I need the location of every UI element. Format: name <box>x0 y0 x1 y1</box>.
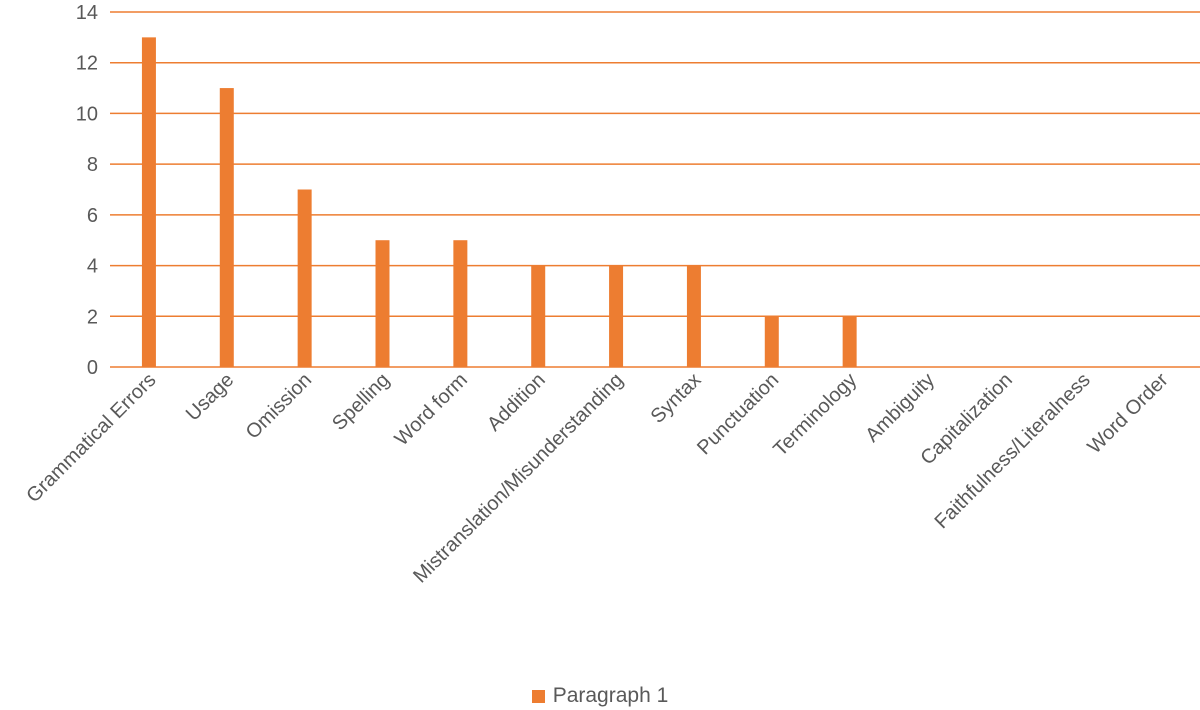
legend-label: Paragraph 1 <box>552 684 669 707</box>
y-tick-label: 6 <box>87 205 98 227</box>
y-tick-label: 12 <box>76 53 98 75</box>
bar <box>453 240 468 367</box>
x-tick-label: Grammatical Errors <box>22 369 160 507</box>
x-tick-label: Ambiguity <box>861 369 939 447</box>
x-tick-label: Omission <box>242 369 317 444</box>
x-tick-label: Spelling <box>328 369 394 435</box>
y-tick-label: 4 <box>87 256 98 278</box>
x-tick-label: Syntax <box>647 369 706 428</box>
x-tick-label: Usage <box>182 369 238 425</box>
x-tick-label: Word form <box>391 369 472 450</box>
bar <box>609 265 624 367</box>
y-tick-label: 8 <box>87 154 98 176</box>
y-tick-label: 14 <box>76 2 98 24</box>
y-tick-label: 2 <box>87 306 98 328</box>
x-tick-label: Addition <box>483 369 550 436</box>
bar <box>297 189 312 367</box>
x-tick-label: Faithfulness/Literalness <box>931 369 1095 533</box>
bar <box>531 265 546 367</box>
y-tick-label: 10 <box>76 103 98 125</box>
x-tick-label: Terminology <box>769 369 861 461</box>
bar <box>219 88 234 368</box>
bar <box>764 316 779 367</box>
x-tick-label: Word Order <box>1083 369 1172 458</box>
y-tick-label: 0 <box>87 357 98 379</box>
bar <box>375 240 390 367</box>
legend: Paragraph 1 <box>0 684 1200 708</box>
legend-swatch <box>531 689 545 703</box>
bar <box>686 265 701 367</box>
bar <box>842 316 857 367</box>
bar <box>141 37 156 367</box>
bar-chart-svg: 0 2 4 6 8 10 12 14 Grammatical Errors Usage Omissi… <box>22 2 1200 587</box>
